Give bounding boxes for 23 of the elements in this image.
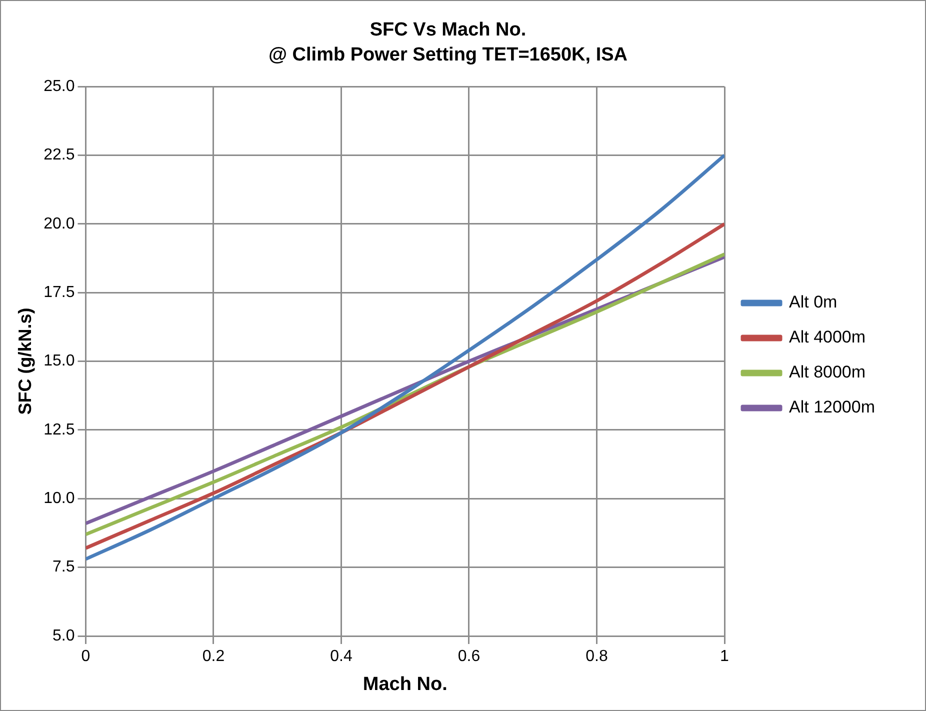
x-tick-label: 0: [81, 648, 90, 666]
chart-subtitle: @ Climb Power Setting TET=1650K, ISA: [268, 44, 628, 66]
x-tick-label: 1: [720, 648, 730, 666]
legend-label: Alt 12000m: [789, 398, 876, 417]
y-tick-label: 5.0: [52, 627, 75, 644]
x-axis-title: Mach No.: [362, 674, 448, 695]
legend-label: Alt 8000m: [789, 362, 866, 382]
y-tick-label: 12.5: [44, 421, 75, 438]
y-tick-label: 15.0: [44, 352, 75, 370]
x-tick-label: 0.6: [458, 648, 480, 666]
y-tick-label: 7.5: [52, 558, 75, 576]
y-tick-label: 22.5: [44, 146, 75, 164]
y-tick-label: 20.0: [44, 215, 75, 232]
legend-label: Alt 4000m: [789, 328, 866, 347]
chart-title: SFC Vs Mach No.: [370, 20, 526, 41]
y-tick-label: 25.0: [44, 78, 75, 96]
legend-label: Alt 0m: [789, 292, 838, 312]
y-tick-label: 10.0: [44, 490, 75, 508]
x-tick-label: 0.4: [330, 648, 352, 666]
x-tick-label: 0.2: [202, 648, 225, 666]
y-tick-label: 17.5: [44, 284, 75, 302]
y-axis-title: SFC (g/kN.s): [14, 308, 35, 415]
x-tick-label: 0.8: [586, 648, 608, 666]
